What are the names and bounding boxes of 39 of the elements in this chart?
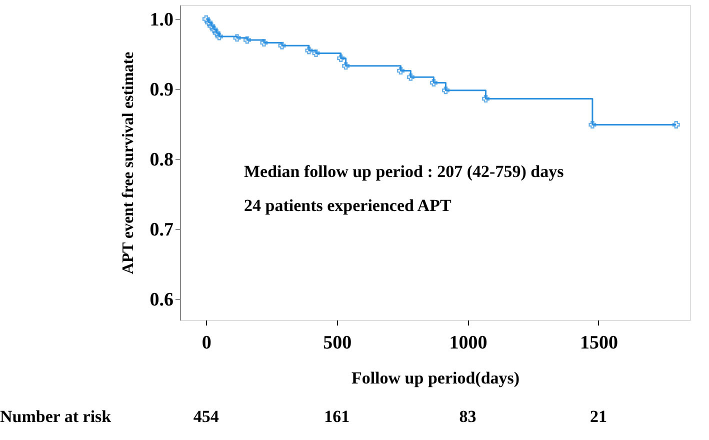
x-tick-label: 1500 bbox=[580, 332, 618, 354]
point bbox=[442, 86, 450, 94]
text: 454 bbox=[193, 407, 220, 426]
point bbox=[243, 36, 251, 44]
point bbox=[312, 50, 320, 58]
point bbox=[212, 29, 220, 37]
point bbox=[208, 22, 216, 30]
annotation: Median follow up period : 207 (42-759) days bbox=[244, 162, 564, 181]
text: Number at risk bbox=[0, 407, 112, 426]
y-tick-label: 0.6 bbox=[150, 290, 174, 310]
point bbox=[406, 73, 414, 81]
y-tick-label: 1.0 bbox=[150, 10, 174, 30]
text: 83 bbox=[459, 407, 476, 426]
y-tick-label: 0.7 bbox=[150, 220, 174, 240]
point bbox=[337, 54, 345, 62]
x-axis-title: Follow up period(days) bbox=[351, 368, 520, 388]
point bbox=[260, 39, 268, 47]
point bbox=[588, 120, 596, 128]
y-tick-label: 0.9 bbox=[150, 80, 174, 100]
point bbox=[672, 120, 680, 128]
y-tick-label: 0.8 bbox=[150, 150, 174, 170]
point bbox=[305, 46, 313, 54]
point bbox=[205, 18, 213, 26]
x-tick-label: 500 bbox=[323, 332, 352, 354]
point bbox=[210, 26, 218, 34]
point bbox=[202, 15, 210, 23]
x-tick-label: 0 bbox=[202, 332, 212, 354]
y-axis-title: APT event free survival estimate bbox=[120, 52, 137, 274]
annotation: 24 patients experienced APT bbox=[244, 196, 452, 215]
point bbox=[342, 62, 350, 70]
point bbox=[396, 67, 404, 75]
point bbox=[278, 42, 286, 50]
point bbox=[233, 34, 241, 42]
point bbox=[215, 32, 223, 40]
point bbox=[482, 95, 490, 103]
text: 21 bbox=[590, 407, 607, 426]
point bbox=[430, 78, 438, 86]
text: 161 bbox=[324, 407, 350, 426]
x-tick-label: 1000 bbox=[449, 332, 488, 354]
